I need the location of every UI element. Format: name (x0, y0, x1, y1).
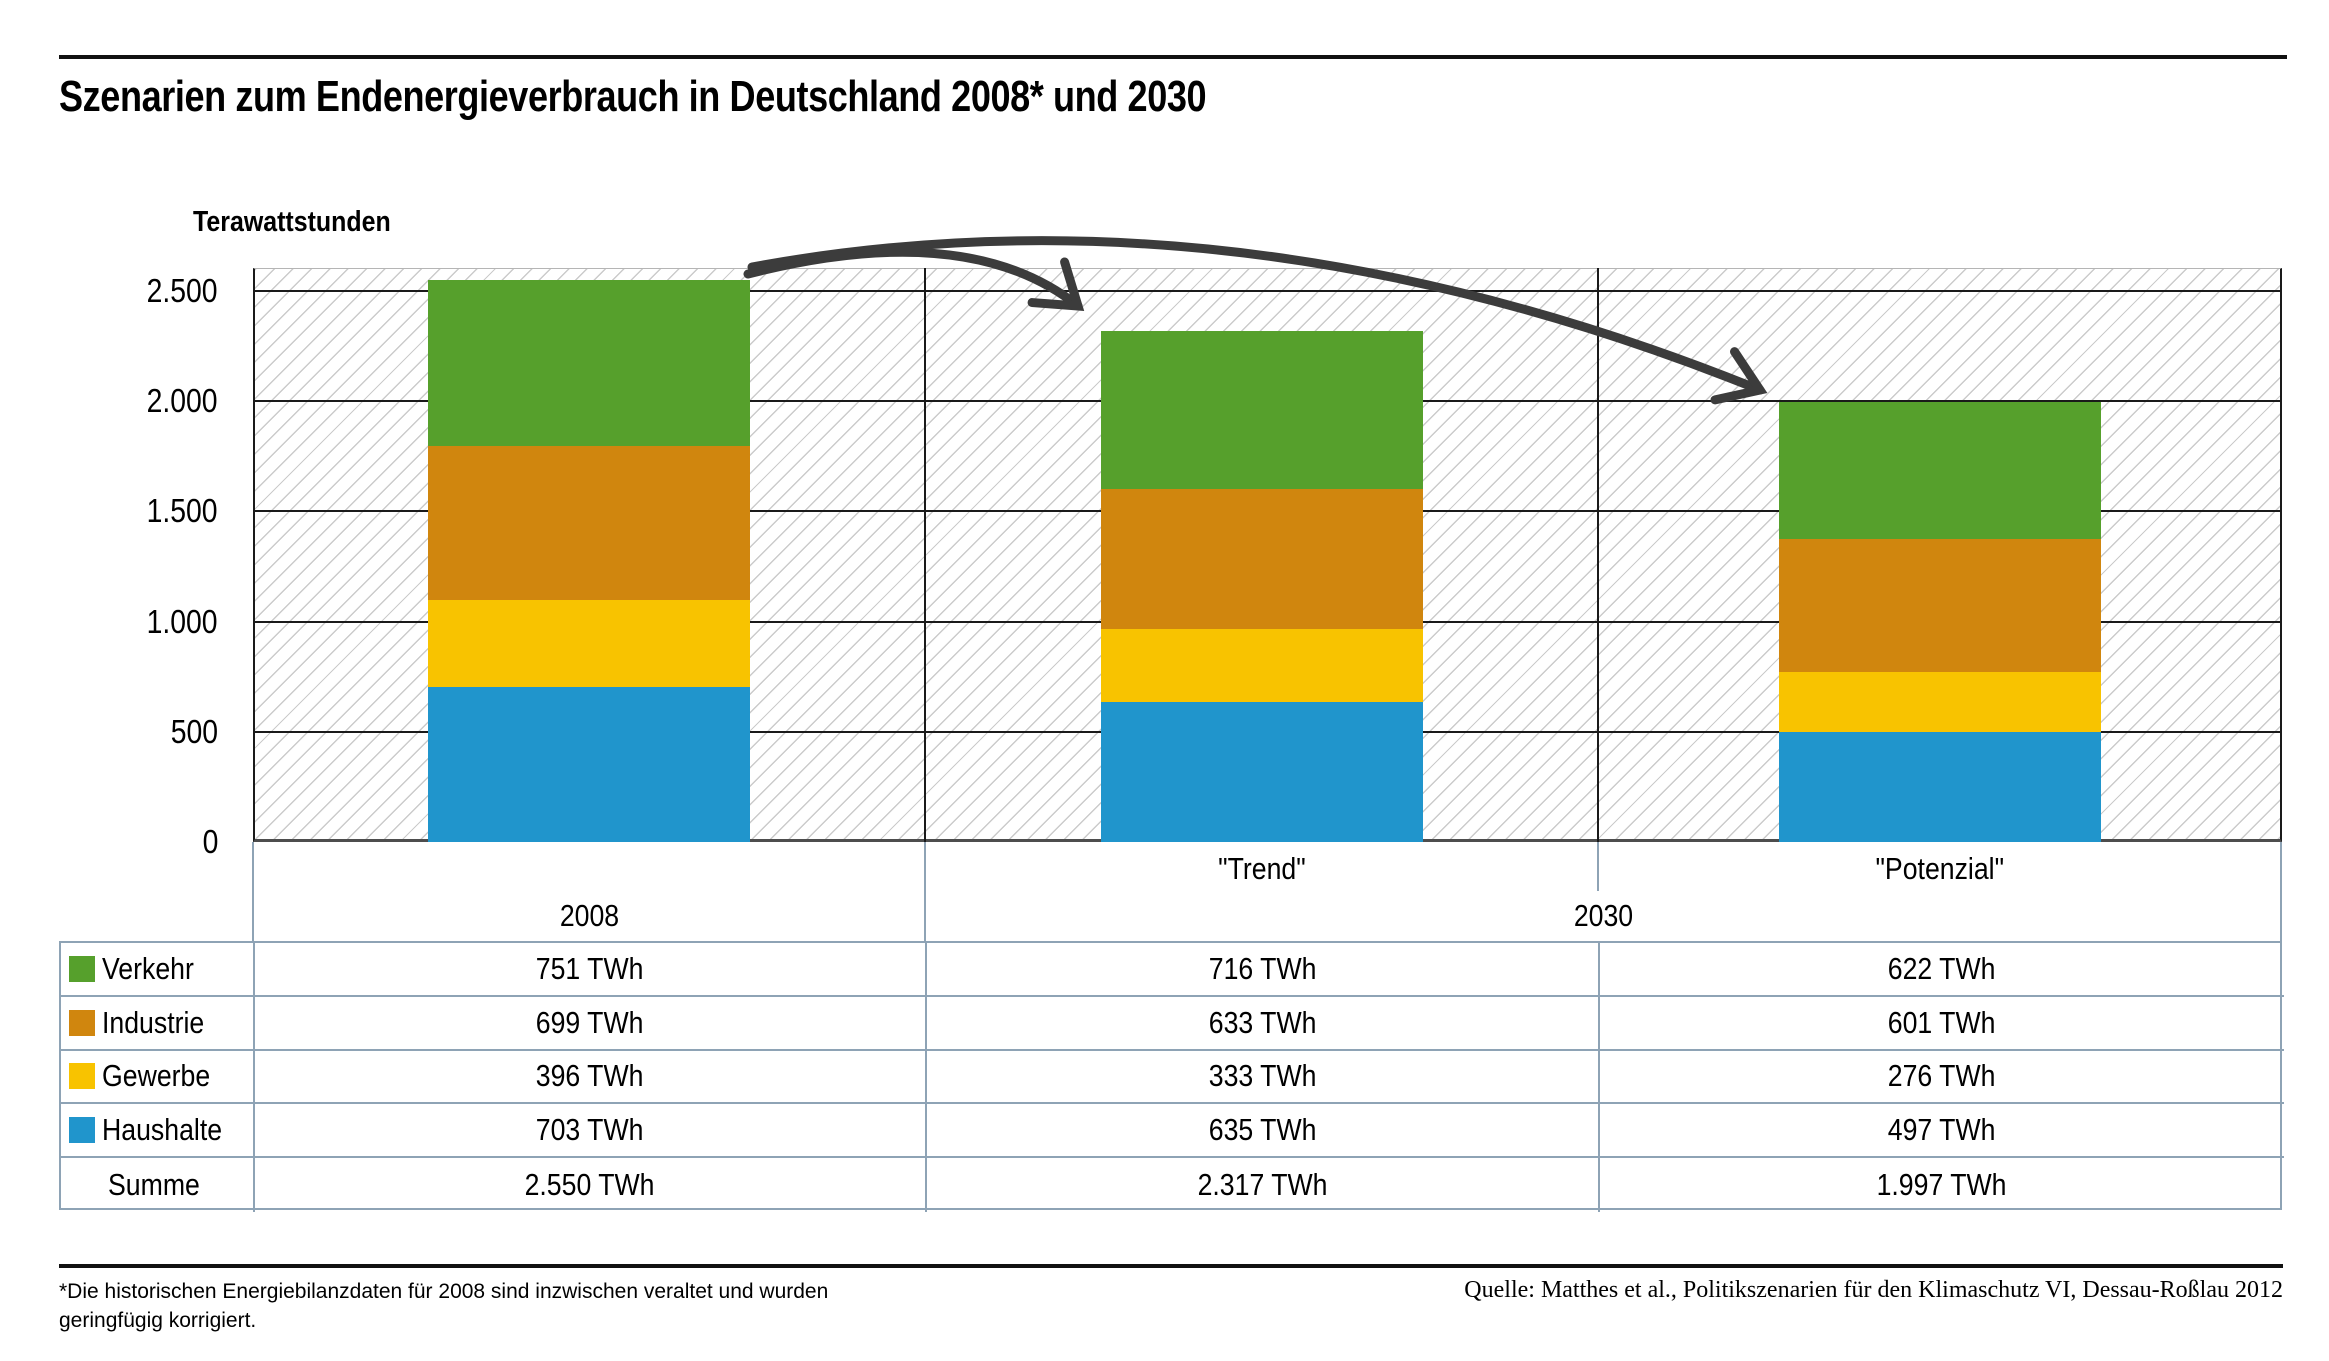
value-haushalte-2008: 703 TWh (255, 1104, 927, 1159)
scenario-header-potenzial: "Potenzial" (1875, 851, 2005, 886)
y-tick-label-1500: 1.500 (146, 492, 218, 530)
row-label-text: Gewerbe (102, 1058, 211, 1094)
y-tick-label-2500: 2.500 (146, 271, 218, 309)
y-tick-label-500: 500 (170, 712, 218, 750)
y-tick-label-2000: 2.000 (146, 382, 218, 419)
value-gewerbe-Potenzial: 276 TWh (1600, 1051, 2284, 1105)
y-axis-unit-label: Terawattstunden (193, 206, 391, 238)
y-tick-label-1000: 1.000 (146, 602, 218, 640)
row-label-text: Industrie (102, 1004, 205, 1040)
header-divider-right (2280, 842, 2282, 941)
value-haushalte-Trend: 635 TWh (927, 1104, 1600, 1159)
value-industrie-Trend: 633 TWh (927, 996, 1600, 1051)
bar-segment-verkehr-1 (1100, 331, 1423, 489)
row-label-haushalte: Haushalte (61, 1104, 255, 1159)
value-summe-Potenzial: 1.997 TWh (1877, 1167, 2007, 1203)
scenario-header-trend: "Trend" (1217, 851, 1306, 886)
legend-swatch-verkehr (69, 955, 95, 982)
top-rule (59, 55, 2287, 59)
value-summe-Trend: 2.317 TWh (927, 1158, 1600, 1212)
footnote: *Die historischen Energiebilanzdaten für… (59, 1277, 828, 1335)
row-label-verkehr: Verkehr (61, 943, 255, 997)
bar-segment-haushalte-1 (1100, 701, 1423, 842)
legend-swatch-gewerbe (69, 1063, 95, 1090)
footnote-line-2: geringfügig korrigiert. (59, 1309, 257, 1332)
value-haushalte-Potenzial: 497 TWh (1600, 1104, 2284, 1159)
row-label-summe: Summe (61, 1158, 255, 1212)
legend-swatch-industrie (69, 1009, 95, 1036)
row-label-industrie: Industrie (61, 996, 255, 1051)
data-table: Verkehr 751 TWh 716 TWh 622 TWh Industrie 699… (59, 941, 2284, 1212)
y-tick-label-0: 0 (202, 823, 218, 860)
value-summe-2008: 2.550 TWh (255, 1158, 927, 1212)
bar-segment-haushalte-2 (1779, 732, 2101, 842)
bar-segment-gewerbe-2 (1779, 671, 2101, 733)
value-gewerbe-2008: 396 TWh (255, 1050, 927, 1105)
row-label-gewerbe: Gewerbe (61, 1050, 255, 1105)
header-divider-left (252, 842, 254, 941)
bar-segment-verkehr-2 (1779, 401, 2101, 540)
year-header-2008: 2008 (559, 898, 619, 933)
bottom-rule (59, 1264, 2283, 1268)
row-label-text: Haushalte (102, 1112, 223, 1148)
bar-segment-gewerbe-1 (1100, 628, 1423, 702)
value-industrie-Potenzial: 601 TWh (1600, 997, 2284, 1051)
row-label-text: Verkehr (102, 950, 194, 986)
value-verkehr-Potenzial: 622 TWh (1600, 943, 2284, 997)
bar-segment-industrie-1 (1100, 488, 1423, 629)
header-divider-mid (924, 842, 926, 941)
row-label-text: Summe (107, 1167, 200, 1203)
chart-title: Szenarien zum Endenergieverbrauch in Deu… (59, 72, 1207, 121)
panel-divider-2 (1597, 268, 1599, 842)
bar-segment-verkehr-0 (428, 279, 750, 446)
bar-segment-industrie-0 (428, 445, 750, 600)
value-industrie-2008: 699 TWh (255, 996, 927, 1051)
bar-segment-haushalte-0 (428, 686, 750, 842)
source-line: Quelle: Matthes et al., Politikszenarien… (1464, 1277, 2283, 1303)
bar-segment-industrie-2 (1779, 539, 2101, 672)
panel-divider-1 (924, 268, 926, 842)
footnote-line-1: *Die historischen Energiebilanzdaten für… (59, 1280, 829, 1303)
value-gewerbe-Trend: 333 TWh (927, 1050, 1600, 1105)
bar-segment-gewerbe-0 (428, 599, 750, 687)
value-verkehr-Trend: 716 TWh (927, 943, 1600, 997)
year-header-2030: 2030 (1573, 898, 1634, 933)
value-verkehr-2008: 751 TWh (255, 943, 927, 997)
header-divider-scenarios (1597, 842, 1599, 891)
legend-swatch-haushalte (69, 1117, 95, 1144)
